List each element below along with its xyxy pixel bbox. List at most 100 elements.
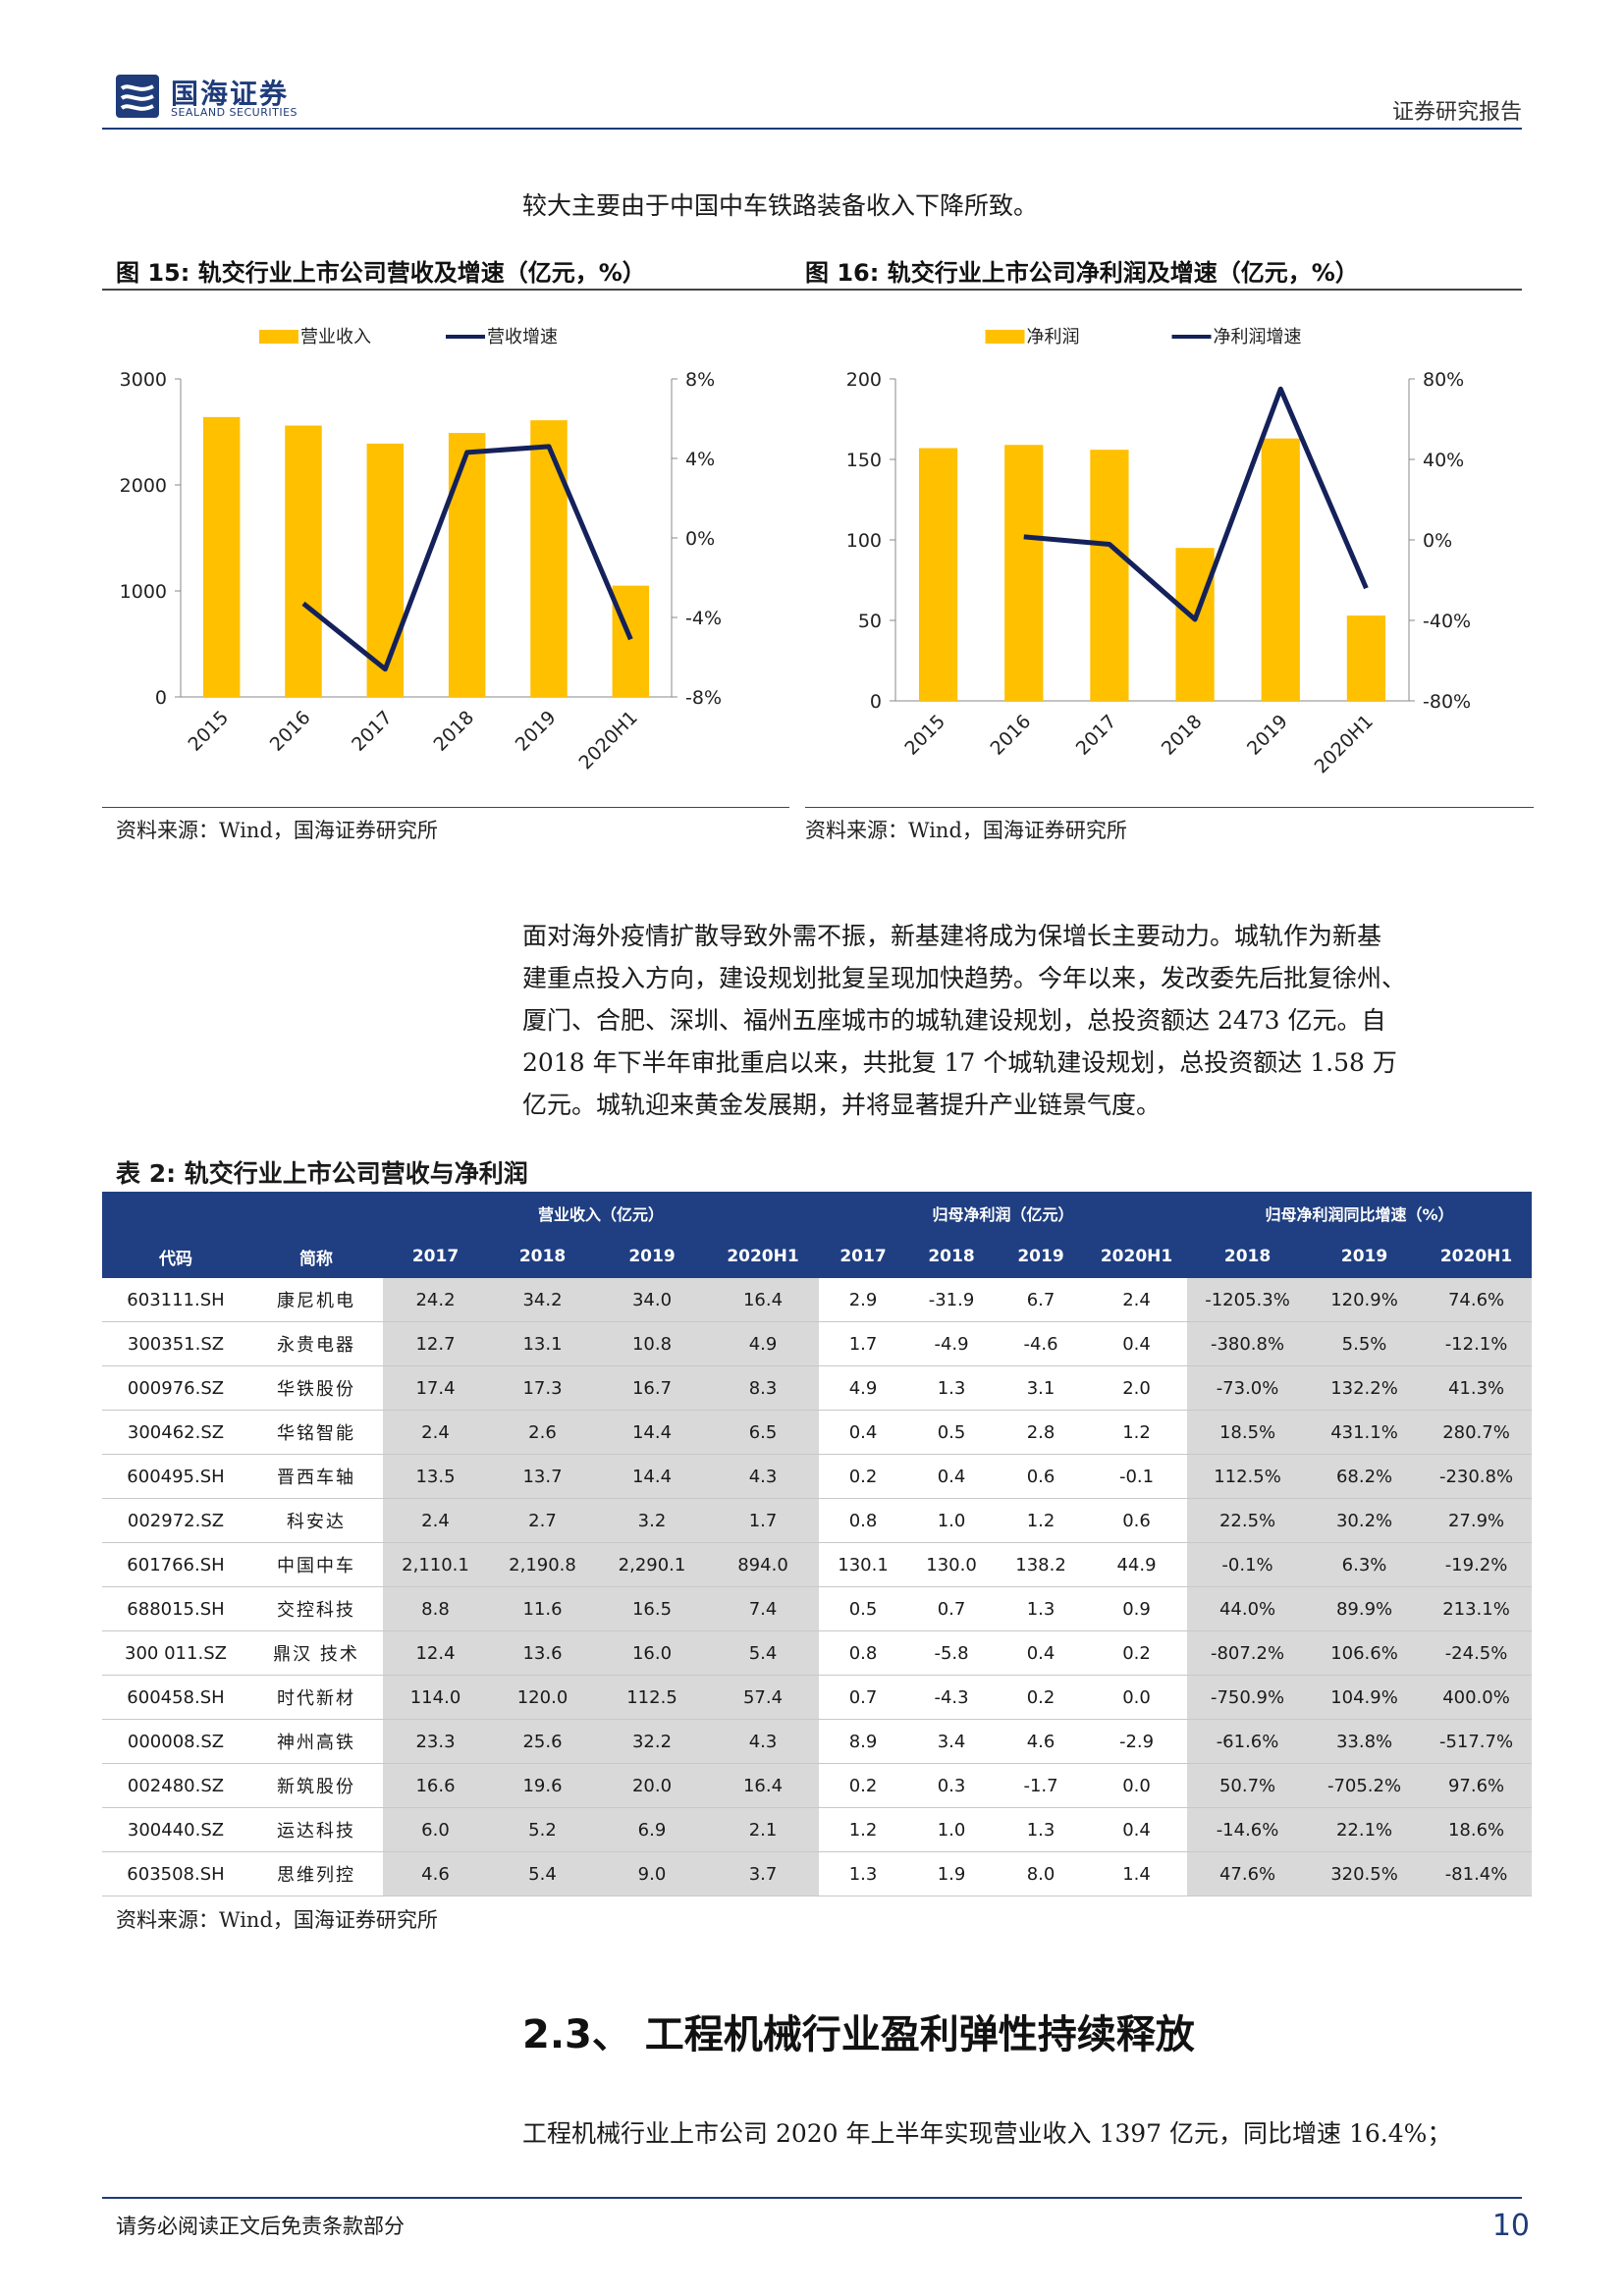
column-header: 2018 (907, 1235, 997, 1278)
bar (1090, 450, 1129, 701)
table-group-header: 归母净利润同比增速（%） (1187, 1192, 1533, 1235)
value-cell: 0.2 (1086, 1630, 1188, 1676)
column-header: 2020H1 (707, 1235, 820, 1278)
value-cell: 3.7 (707, 1851, 820, 1896)
x-tick-label: 2017 (1072, 711, 1121, 760)
value-cell: 2,290.1 (597, 1542, 707, 1587)
value-cell: 4.6 (383, 1851, 488, 1896)
column-header: 代码 (102, 1235, 249, 1278)
value-cell: 16.4 (707, 1278, 820, 1322)
chart-legend: 净利润 净利润增速 (985, 327, 1302, 347)
legend-label: 营业收入 (300, 327, 371, 347)
value-cell: 27.9% (1421, 1498, 1533, 1543)
value-cell: -73.0% (1187, 1365, 1309, 1411)
value-cell: 2,110.1 (383, 1542, 488, 1587)
value-cell: 0.8 (819, 1498, 908, 1543)
right-tick-label: 0% (1423, 530, 1452, 552)
value-cell: 34.0 (597, 1278, 707, 1322)
value-cell: 431.1% (1308, 1410, 1422, 1455)
value-cell: 2.7 (488, 1498, 597, 1543)
paragraph-line: 亿元。城轨迎来黄金发展期，并将显著提升产业链景气度。 (522, 1091, 1162, 1119)
left-tick-label: 2000 (120, 475, 167, 497)
value-cell: 6.3% (1308, 1542, 1422, 1587)
value-cell: 2.9 (819, 1278, 908, 1322)
table-group-header: 归母净利润（亿元） (819, 1192, 1188, 1235)
table-row: 300462.SZ 华铭智能 2.4 2.6 14.4 6.5 0.4 0.5 2.8 1.2 18… (102, 1410, 1533, 1455)
figure-15-bottom-rule (102, 807, 789, 808)
value-cell: 13.7 (488, 1454, 597, 1499)
company-name-cell: 鼎汉 技术 (249, 1630, 383, 1676)
chart-legend: 营业收入 营收增速 (259, 327, 558, 347)
value-cell: 0.2 (819, 1454, 908, 1499)
legend-bar-swatch (985, 330, 1025, 344)
value-cell: 0.5 (819, 1586, 908, 1631)
financials-table: 营业收入（亿元） 归母净利润（亿元） 归母净利润同比增速（%） 代码 简称 20… (102, 1192, 1533, 1896)
figure-15-caption: 图 15: 轨交行业上市公司营收及增速（亿元，%） (116, 259, 646, 287)
stock-code-cell: 300440.SZ (102, 1807, 249, 1852)
company-name-cell: 晋西车轴 (249, 1454, 383, 1499)
company-name-cell: 思维列控 (249, 1851, 383, 1896)
company-name-cell: 科安达 (249, 1498, 383, 1543)
section-number: 2.3、 (522, 2012, 631, 2057)
column-header: 2017 (819, 1235, 908, 1278)
bar (530, 420, 568, 697)
value-cell: 4.9 (707, 1321, 820, 1366)
value-cell: 22.1% (1308, 1807, 1422, 1852)
value-cell: -2.9 (1086, 1719, 1188, 1764)
value-cell: -4.9 (907, 1321, 997, 1366)
value-cell: 5.5% (1308, 1321, 1422, 1366)
value-cell: -380.8% (1187, 1321, 1309, 1366)
value-cell: 2.1 (707, 1807, 820, 1852)
value-cell: -807.2% (1187, 1630, 1309, 1676)
stock-code-cell: 300462.SZ (102, 1410, 249, 1455)
table-column-header-row: 代码 简称 2017 2018 2019 2020H1 2017 2018 20… (102, 1235, 1533, 1278)
header-divider (102, 128, 1522, 130)
stock-code-cell: 688015.SH (102, 1586, 249, 1631)
value-cell: 16.4 (707, 1763, 820, 1808)
value-cell: 8.8 (383, 1586, 488, 1631)
x-tick-label: 2015 (184, 707, 233, 756)
value-cell: 2.8 (996, 1410, 1087, 1455)
value-cell: 41.3% (1421, 1365, 1533, 1411)
value-cell: -230.8% (1421, 1454, 1533, 1499)
value-cell: 0.8 (819, 1630, 908, 1676)
value-cell: 213.1% (1421, 1586, 1533, 1631)
right-tick-label: -80% (1423, 691, 1471, 713)
value-cell: 25.6 (488, 1719, 597, 1764)
value-cell: 22.5% (1187, 1498, 1309, 1543)
revenue-chart: 营业收入 营收增速 0 1000 2000 3000 -8% -4% 0% 4% 8% 2015 201… (102, 312, 789, 803)
value-cell: 89.9% (1308, 1586, 1422, 1631)
value-cell: 0.4 (1086, 1321, 1188, 1366)
value-cell: 47.6% (1187, 1851, 1309, 1896)
value-cell: 1.3 (996, 1586, 1087, 1631)
x-tick-label: 2019 (1243, 711, 1292, 760)
table-row: 002972.SZ 科安达 2.4 2.7 3.2 1.7 0.8 1.0 1.2 0.6 22.5… (102, 1498, 1533, 1543)
column-header: 2019 (597, 1235, 707, 1278)
value-cell: 1.7 (707, 1498, 820, 1543)
value-cell: 4.3 (707, 1454, 820, 1499)
table-2-source: 资料来源：Wind，国海证券研究所 (116, 1908, 438, 1932)
table-group-header-blank (102, 1192, 383, 1235)
figure-16-source: 资料来源：Wind，国海证券研究所 (805, 819, 1127, 842)
value-cell: -5.8 (907, 1630, 997, 1676)
bar (202, 416, 241, 697)
value-cell: 30.2% (1308, 1498, 1422, 1543)
x-tick-label: 2019 (512, 707, 561, 756)
section-heading: 2.3、 工程机械行业盈利弹性持续释放 (522, 2002, 1195, 2059)
value-cell: 1.7 (819, 1321, 908, 1366)
value-cell: 0.4 (907, 1454, 997, 1499)
column-header: 2019 (996, 1235, 1087, 1278)
value-cell: 50.7% (1187, 1763, 1309, 1808)
table-group-header-row: 营业收入（亿元） 归母净利润（亿元） 归母净利润同比增速（%） (102, 1192, 1533, 1235)
value-cell: 24.2 (383, 1278, 488, 1322)
value-cell: 1.3 (907, 1365, 997, 1411)
table-row: 000008.SZ 神州高铁 23.3 25.6 32.2 4.3 8.9 3.4 4.6 -2.… (102, 1719, 1533, 1764)
value-cell: -24.5% (1421, 1630, 1533, 1676)
left-tick-label: 100 (846, 530, 882, 552)
bar (612, 585, 650, 697)
value-cell: 4.6 (996, 1719, 1087, 1764)
value-cell: 18.5% (1187, 1410, 1309, 1455)
table-row: 603508.SH 思维列控 4.6 5.4 9.0 3.7 1.3 1.9 8.0 1.4 47.… (102, 1851, 1533, 1896)
net-profit-chart-svg: 净利润 净利润增速 0 50 100 150 200 -80% -40% 0% 40% 80% 2015… (846, 327, 1471, 777)
value-cell: 17.4 (383, 1365, 488, 1411)
